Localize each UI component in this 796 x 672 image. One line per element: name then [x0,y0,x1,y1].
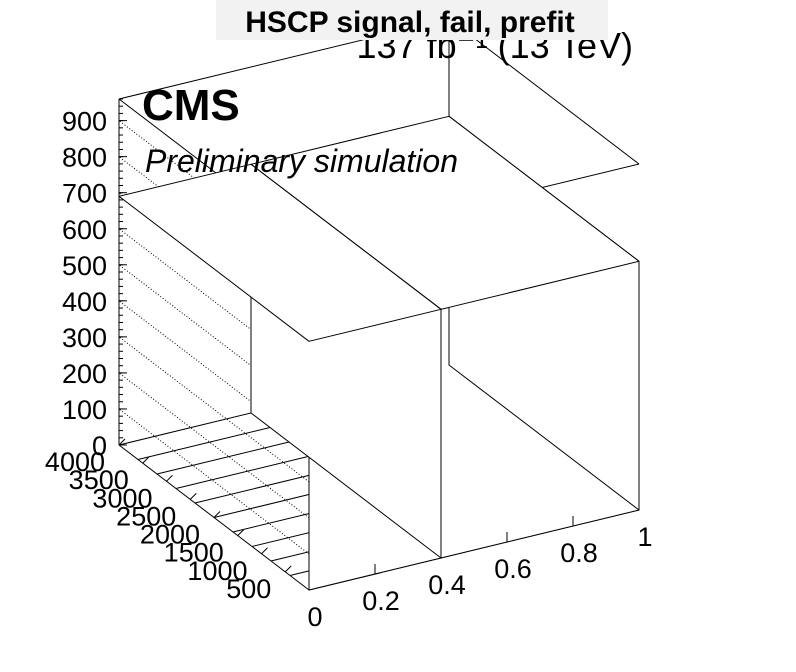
y-tick-label: 3500 [69,465,129,495]
frame-right-top-edge [448,18,640,165]
title-pad-cover [216,0,608,40]
z-gridline [118,372,310,519]
z-tick-label: 500 [62,251,107,281]
y-tick [118,438,126,446]
z-tick-label: 700 [62,179,107,209]
tick-marks [118,98,640,590]
y-tick-label: 1000 [187,556,247,586]
z-tick-label: 800 [62,143,107,173]
floor-line [175,456,309,489]
y-tick [189,493,197,500]
preliminary-label: Preliminary simulation [145,143,458,179]
y-tick-label: 2000 [140,520,200,550]
floor-line [194,470,328,504]
y-tick [166,474,173,482]
y-tick-label: 2500 [116,501,176,531]
cms-label: CMS [142,81,240,130]
y-tick [261,547,268,555]
z-tick-label: 0 [92,431,107,461]
floor-line [156,441,290,475]
y-tick [237,529,245,536]
bar-top-face [118,163,442,342]
z-tick-label: 200 [62,359,107,389]
z-gridline [118,408,310,555]
x-tick-label: 0.2 [362,586,400,616]
z-tick-label: 300 [62,323,107,353]
x-tick-label: 0.6 [494,554,532,584]
y-tick-label: 4000 [45,447,105,477]
z-tick-label: 600 [62,215,107,245]
y-tick-label: 1500 [164,538,224,568]
y-tick [142,456,150,464]
x-tick-label: 1 [637,522,652,552]
y-tick [284,565,292,573]
y-tick-label: 3000 [92,483,152,513]
y-tick [213,511,221,518]
z-tick-label: 100 [62,395,107,425]
x-tick-label: 0 [307,602,322,632]
floor-line [137,427,271,460]
z-tick-label: 400 [62,287,107,317]
z-tick-label: 900 [62,107,107,137]
x-tick-label: 0.8 [560,538,598,568]
chart-title: HSCP signal, fail, prefit [245,6,575,39]
z-gridline [118,336,310,483]
z-axis-tick-labels: 0 100 200 300 400 500 600 700 800 900 [62,107,107,461]
x-axis-tick-labels: 0 0.2 0.4 0.6 0.8 1 [307,522,652,632]
bars [118,115,640,591]
y-tick-label: 500 [226,574,271,604]
x-tick-label: 0.4 [428,570,466,600]
